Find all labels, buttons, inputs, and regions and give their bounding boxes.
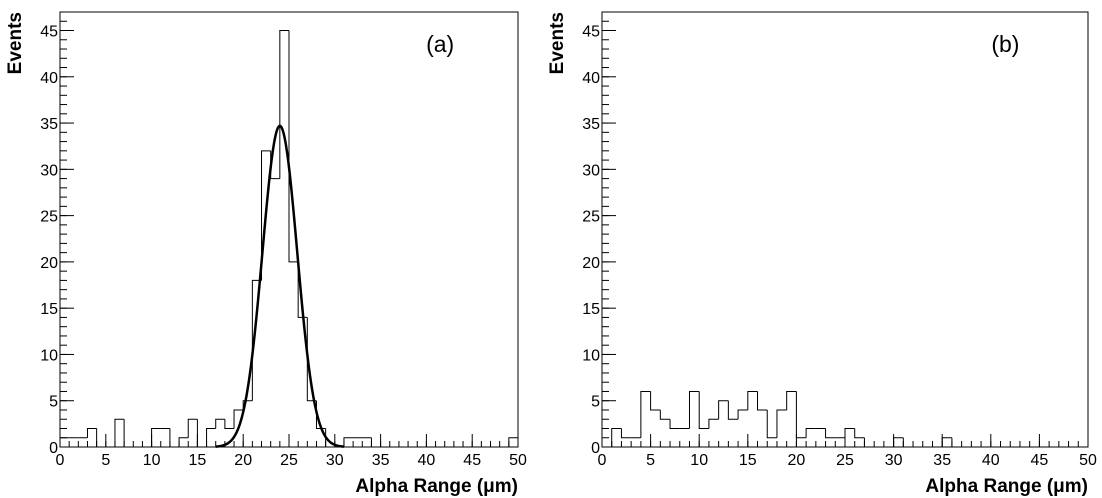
histogram-bin	[611, 427, 622, 447]
histogram-bin	[688, 390, 700, 429]
histogram-bin	[96, 428, 106, 448]
x-axis-label: Alpha Range (μm)	[355, 476, 518, 497]
histogram-bin	[206, 427, 216, 447]
fit-curve	[215, 124, 345, 448]
x-tick-label: 20	[788, 452, 806, 469]
histogram-bin	[805, 427, 816, 438]
annotation: (b)	[991, 31, 1019, 57]
histogram-bin	[941, 437, 952, 447]
y-tick-label: 25	[40, 209, 58, 226]
y-tick-label: 40	[582, 70, 600, 87]
histogram-bin	[708, 418, 719, 429]
x-tick-label: 10	[143, 452, 161, 469]
histogram-bin	[620, 428, 632, 439]
histogram-bin	[902, 437, 914, 448]
x-tick-label: 20	[234, 452, 252, 469]
y-tick-label: 20	[40, 255, 58, 272]
x-tick-label: 50	[509, 452, 527, 469]
histogram-bin	[766, 409, 777, 439]
histogram-bin	[123, 419, 134, 448]
y-tick-label: 15	[40, 301, 58, 318]
x-tick-label: 40	[982, 452, 1000, 469]
x-tick-label: 5	[101, 452, 110, 469]
y-axis-label: Events	[547, 12, 568, 74]
histogram-bin	[727, 400, 739, 420]
histogram-bin	[151, 427, 161, 447]
x-tick-label: 0	[56, 452, 65, 469]
histogram-bin	[659, 409, 671, 420]
x-axis-label: Alpha Range (μm)	[925, 476, 1088, 497]
histogram-bin	[640, 390, 651, 438]
histogram-bin	[893, 437, 904, 447]
y-tick-label: 15	[582, 301, 600, 318]
histogram-bin	[737, 409, 748, 420]
y-tick-label: 40	[40, 70, 58, 87]
y-tick-label: 45	[40, 24, 58, 41]
histogram-bin	[844, 427, 855, 438]
y-tick-label: 0	[591, 440, 600, 457]
histogram-bin	[224, 419, 235, 429]
y-tick-label: 5	[591, 394, 600, 411]
histogram-bin	[169, 428, 180, 448]
histogram-bin	[650, 391, 661, 411]
x-tick-label: 10	[690, 452, 708, 469]
histogram-bin	[757, 391, 768, 411]
x-tick-label: 15	[739, 452, 757, 469]
x-tick-label: 15	[189, 452, 207, 469]
histogram-bin	[215, 418, 225, 429]
histogram-bin	[786, 390, 797, 410]
y-tick-label: 45	[582, 24, 600, 41]
histogram-bin	[86, 427, 97, 438]
histogram-bin	[825, 428, 836, 439]
x-tick-label: 25	[836, 452, 854, 469]
histogram-bin	[288, 30, 299, 263]
histogram-bin	[863, 437, 875, 448]
y-tick-label: 10	[582, 347, 600, 364]
histogram-bin	[718, 400, 729, 420]
x-tick-label: 0	[598, 452, 607, 469]
histogram-bin	[114, 418, 125, 447]
histogram-bin	[795, 391, 807, 439]
x-tick-label: 45	[1031, 452, 1049, 469]
x-tick-label: 5	[646, 452, 655, 469]
x-tick-label: 35	[372, 452, 390, 469]
y-axis-label: Events	[5, 12, 26, 74]
histogram-bin	[233, 409, 244, 429]
histogram-bin	[747, 390, 758, 410]
x-tick-label: 40	[418, 452, 436, 469]
annotation: (a)	[426, 31, 454, 57]
histogram-bin	[698, 391, 709, 429]
histogram-bin	[261, 150, 271, 281]
histogram-bin	[776, 409, 787, 438]
x-tick-label: 35	[933, 452, 951, 469]
histogram-bin	[279, 30, 289, 179]
y-tick-label: 10	[40, 347, 58, 364]
histogram-bin	[59, 437, 70, 447]
x-tick-label: 25	[280, 452, 298, 469]
y-tick-label: 30	[40, 162, 58, 179]
histogram-bin	[196, 419, 207, 448]
histogram-bin	[343, 437, 354, 447]
x-tick-label: 30	[326, 452, 344, 469]
y-tick-label: 20	[582, 255, 600, 272]
x-tick-label: 45	[463, 452, 481, 469]
histogram-bin	[669, 419, 680, 429]
histogram-bin	[178, 437, 189, 447]
x-tick-label: 30	[885, 452, 903, 469]
histogram-bin	[951, 437, 962, 448]
y-tick-label: 35	[40, 116, 58, 133]
histogram-bin	[370, 437, 381, 448]
y-tick-label: 0	[49, 440, 58, 457]
y-tick-label: 30	[582, 162, 600, 179]
y-tick-label: 25	[582, 209, 600, 226]
y-tick-label: 35	[582, 116, 600, 133]
histogram-bin	[508, 437, 518, 447]
plot-frame	[601, 11, 1089, 448]
histogram-bin	[187, 418, 198, 438]
histogram-bin	[854, 428, 865, 439]
x-tick-label: 50	[1079, 452, 1097, 469]
y-tick-label: 5	[49, 394, 58, 411]
